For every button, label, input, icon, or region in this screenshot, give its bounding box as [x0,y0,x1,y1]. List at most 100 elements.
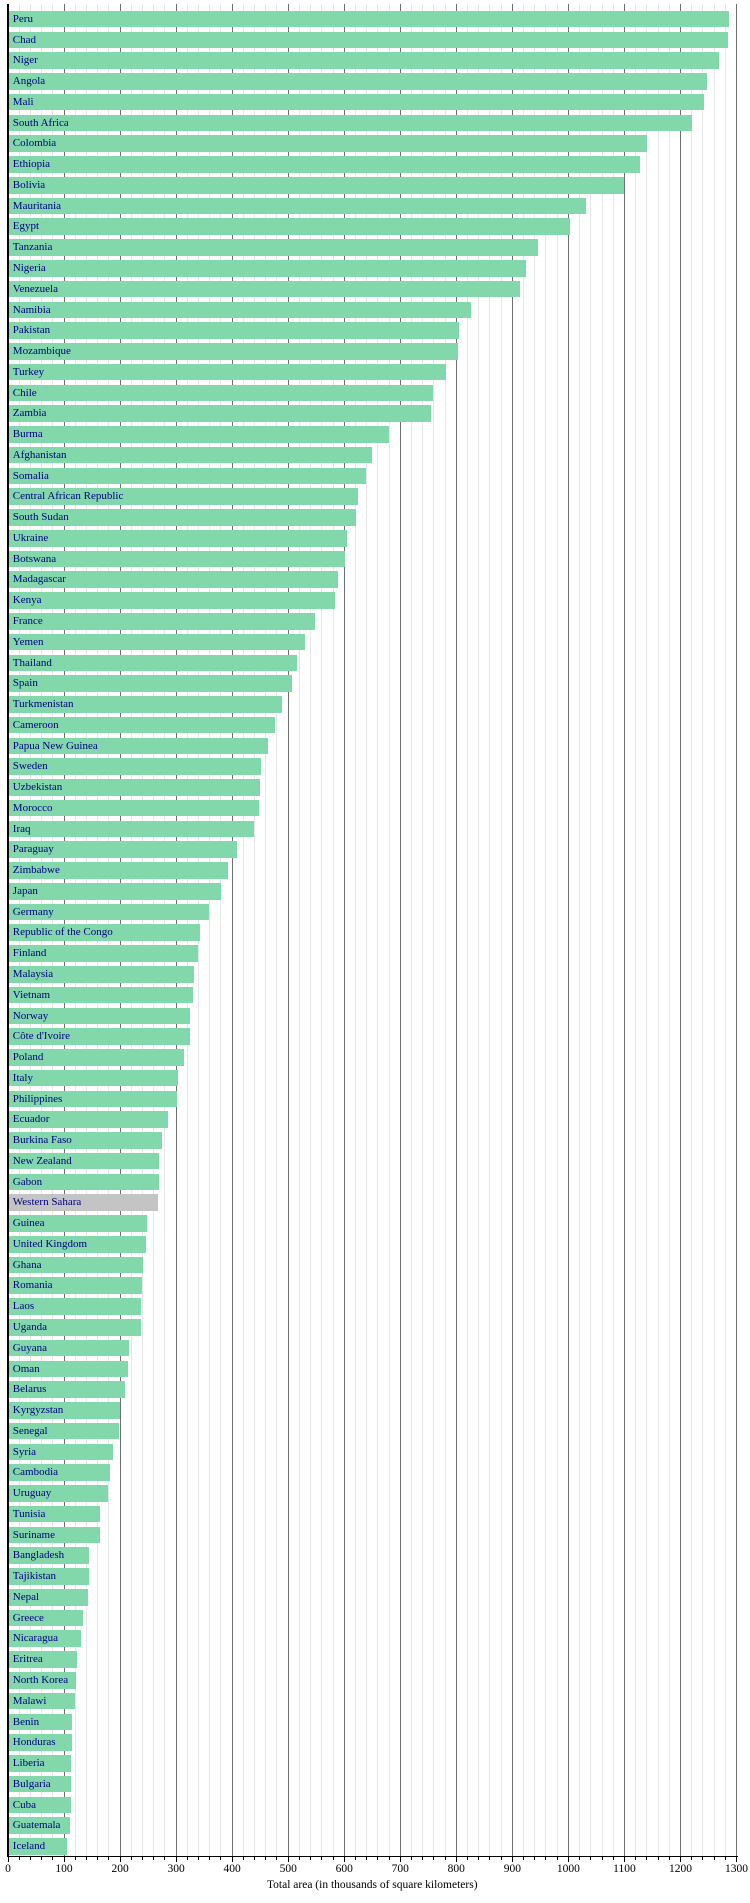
major-tick [567,1856,569,1863]
bar-label-eritrea: Eritrea [12,1653,43,1666]
minor-gridline [601,4,603,1856]
bar-malaysia: Malaysia [8,965,194,983]
bar-bangladesh: Bangladesh [8,1547,90,1564]
bar-finland: Finland [8,945,199,962]
bar-label-senegal: Senegal [12,1424,48,1437]
minor-tick [433,1856,435,1861]
major-gridline [455,4,457,1856]
minor-tick [276,1856,278,1861]
minor-gridline [534,4,536,1856]
minor-tick [422,1856,424,1861]
minor-tick [702,1856,704,1861]
x-tick-label-1000: 1000 [556,1862,580,1875]
minor-tick [467,1856,468,1861]
minor-tick [556,1856,558,1861]
minor-tick [478,1856,480,1861]
bar-ukraine: Ukraine [8,529,348,547]
bar-gabon: Gabon [8,1173,159,1191]
minor-gridline [556,4,558,1856]
minor-tick [534,1856,536,1861]
major-gridline [287,4,289,1856]
x-tick-label-1100: 1100 [613,1862,636,1875]
minor-tick [500,1856,502,1861]
bar-honduras: Honduras [8,1734,72,1751]
bar-iraq: Iraq [8,820,254,838]
bar-morocco: Morocco [8,799,260,817]
bar-label-laos: Laos [12,1300,35,1313]
major-gridline [511,4,513,1856]
minor-gridline [612,4,614,1856]
minor-gridline [724,4,726,1856]
minor-tick [724,1856,726,1861]
minor-tick [41,1856,43,1861]
bar-chad: Chad [8,31,729,49]
bar-syria: Syria [8,1443,113,1461]
bar-guinea: Guinea [8,1215,147,1232]
minor-tick [646,1856,648,1861]
minor-gridline [276,4,278,1856]
major-tick [287,1856,289,1863]
bar-bulgaria: Bulgaria [8,1775,71,1793]
bar-niger: Niger [8,52,719,69]
bar-turkey: Turkey [8,363,447,381]
minor-tick [186,1856,188,1861]
bar-bolivia: Bolivia [8,176,625,194]
major-tick [231,1856,233,1863]
bar-label-gabon: Gabon [12,1175,43,1188]
bar-label-zimbabwe: Zimbabwe [12,864,60,877]
minor-gridline [298,4,300,1856]
minor-gridline [691,4,693,1856]
bar-label-peru: Peru [12,12,33,25]
minor-gridline [668,4,670,1856]
bar-zimbabwe: Zimbabwe [8,862,228,879]
bar-nigeria: Nigeria [8,259,527,277]
minor-tick [635,1856,637,1861]
bar-label-liberia: Liberia [12,1757,45,1770]
bar-label-ukraine: Ukraine [12,531,49,544]
bar-label-colombia: Colombia [12,137,57,150]
major-gridline [399,4,401,1856]
bar-label-egypt: Egypt [12,220,40,233]
minor-tick [410,1856,412,1861]
major-tick [455,1856,457,1863]
x-tick-label-700: 700 [391,1862,409,1875]
minor-tick [209,1856,211,1861]
bar-label-tanzania: Tanzania [12,241,53,254]
minor-tick [657,1856,659,1861]
x-tick-label-500: 500 [279,1862,297,1875]
bar-label-philippines: Philippines [12,1092,63,1105]
bar-label-niger: Niger [12,54,38,67]
bar-label-nicaragua: Nicaragua [12,1632,58,1645]
minor-tick [579,1856,581,1861]
bar-label-angola: Angola [12,75,46,88]
major-gridline [623,4,625,1856]
minor-tick [164,1856,166,1861]
bar-norway: Norway [8,1007,191,1025]
minor-gridline [332,4,334,1856]
major-tick [7,1856,9,1863]
bar-label-bangladesh: Bangladesh [12,1549,65,1562]
bar-tajikistan: Tajikistan [8,1568,89,1585]
bar-kenya: Kenya [8,592,336,609]
bar-spain: Spain [8,675,292,692]
minor-tick [254,1856,256,1861]
major-gridline [567,4,569,1856]
bar-label-ghana: Ghana [12,1258,42,1271]
bar-poland: Poland [8,1049,185,1066]
bar-vietnam: Vietnam [8,986,194,1004]
bar-philippines: Philippines [8,1090,177,1108]
bar-label-ecuador: Ecuador [12,1113,50,1126]
bar-label-new-zealand: New Zealand [12,1154,72,1167]
bar-suriname: Suriname [8,1526,101,1544]
bar-tunisia: Tunisia [8,1505,101,1523]
bar-label-honduras: Honduras [12,1736,56,1749]
bar-label-central-african-republic: Central African Republic [12,490,124,503]
bar-label-afghanistan: Afghanistan [12,448,67,461]
bar-senegal: Senegal [8,1422,119,1440]
bar-label-guatemala: Guatemala [12,1819,61,1832]
bar-namibia: Namibia [8,301,472,319]
bar-south-sudan: South Sudan [8,509,357,526]
bar-label-c-te-d-ivoire: Côte d'Ivoire [12,1030,71,1043]
bar-guyana: Guyana [8,1339,130,1357]
x-tick-label-800: 800 [447,1862,465,1875]
